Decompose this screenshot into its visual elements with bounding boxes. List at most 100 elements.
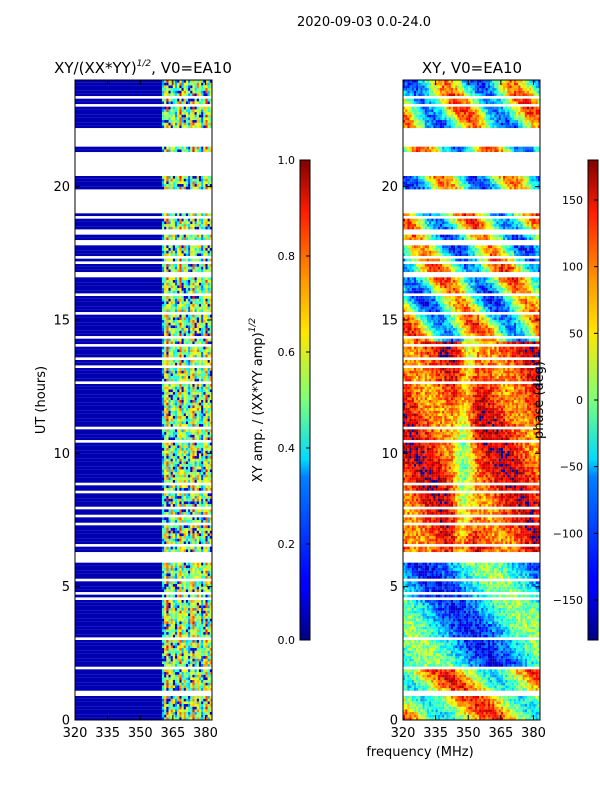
heatmap-cell xyxy=(179,648,182,651)
heatmap-cell xyxy=(177,106,180,110)
heatmap-cell xyxy=(166,346,169,350)
heatmap-cell xyxy=(172,386,176,390)
heatmap-cell xyxy=(446,706,449,710)
heatmap-cell xyxy=(522,698,525,702)
heatmap-cell xyxy=(168,389,171,393)
heatmap-cell xyxy=(175,573,178,577)
heatmap-cell xyxy=(196,472,199,475)
heatmap-cell xyxy=(198,581,202,585)
heatmap-cell xyxy=(209,512,213,515)
heatmap-cell xyxy=(168,378,171,382)
heatmap-cell xyxy=(188,701,191,705)
heatmap-cell xyxy=(170,509,173,513)
heatmap-cell xyxy=(164,349,167,353)
heatmap-cell xyxy=(196,453,199,457)
heatmap-cell xyxy=(442,696,445,699)
heatmap-cell xyxy=(420,712,423,715)
x-tick-label: 350 xyxy=(128,726,153,741)
heatmap-cell xyxy=(161,405,165,409)
heatmap-cell xyxy=(177,122,180,126)
heatmap-cell xyxy=(203,224,206,227)
heatmap-cell xyxy=(170,432,173,435)
heatmap-cell xyxy=(170,618,173,622)
heatmap-cell xyxy=(209,541,213,545)
heatmap-cell xyxy=(164,309,167,313)
heatmap-cell xyxy=(177,565,180,569)
heatmap-cell xyxy=(177,373,180,377)
heatmap-cell xyxy=(209,346,213,350)
heatmap-cell xyxy=(198,218,202,222)
heatmap-cell xyxy=(190,573,193,577)
heatmap-cell xyxy=(181,376,184,379)
heatmap-cell xyxy=(185,325,189,329)
heatmap-cell xyxy=(170,650,173,654)
heatmap-cell xyxy=(170,621,173,625)
heatmap-cell xyxy=(175,181,178,185)
heatmap-cell xyxy=(166,322,169,326)
heatmap-cell xyxy=(203,122,206,126)
heatmap-cell xyxy=(175,325,178,329)
heatmap-cell xyxy=(175,410,178,414)
heatmap-cell xyxy=(183,477,186,481)
heatmap-cell xyxy=(75,80,162,83)
heatmap-cell xyxy=(498,709,501,713)
heatmap-cell xyxy=(190,658,193,662)
heatmap-cell xyxy=(185,717,189,721)
heatmap-cell xyxy=(201,253,204,257)
heatmap-cell xyxy=(403,704,406,707)
heatmap-cell xyxy=(181,306,184,310)
heatmap-cell xyxy=(175,533,178,537)
heatmap-cell xyxy=(161,410,165,414)
heatmap-cell xyxy=(420,706,423,710)
heatmap-cell xyxy=(188,394,191,398)
heatmap-cell xyxy=(201,373,204,377)
heatmap-cell xyxy=(164,341,167,345)
heatmap-cell xyxy=(407,698,410,702)
heatmap-cell xyxy=(181,269,184,273)
heatmap-cell xyxy=(175,477,178,481)
heatmap-cell xyxy=(172,437,176,441)
heatmap-cell xyxy=(179,533,182,537)
heatmap-cell xyxy=(190,464,193,467)
heatmap-cell xyxy=(177,352,180,355)
heatmap-cell xyxy=(207,389,210,393)
heatmap-cell xyxy=(196,509,199,513)
heatmap-cell xyxy=(75,576,162,579)
heatmap-cell xyxy=(453,698,456,702)
heatmap-cell xyxy=(177,80,180,83)
heatmap-cell xyxy=(166,330,169,334)
heatmap-cell xyxy=(198,269,202,273)
heatmap-cell xyxy=(207,474,210,478)
heatmap-cell xyxy=(205,714,208,718)
heatmap-cell xyxy=(164,672,167,675)
heatmap-cell xyxy=(164,658,167,662)
heatmap-cell xyxy=(479,714,482,718)
heatmap-cell xyxy=(205,509,208,513)
heatmap-cell xyxy=(75,405,162,409)
heatmap-cell xyxy=(172,562,176,566)
heatmap-cell xyxy=(483,712,486,715)
heatmap-cell xyxy=(190,338,193,342)
heatmap-cell xyxy=(455,698,458,702)
heatmap-cell xyxy=(164,680,167,683)
heatmap-cell xyxy=(196,626,199,630)
heatmap-cell xyxy=(448,712,451,715)
heatmap-cell xyxy=(203,424,206,427)
heatmap-cell xyxy=(179,469,182,473)
heatmap-cell xyxy=(175,93,178,97)
heatmap-cell xyxy=(203,674,206,678)
heatmap-cell xyxy=(177,376,180,379)
heatmap-cell xyxy=(509,698,512,702)
heatmap-cell xyxy=(181,608,184,611)
heatmap-cell xyxy=(205,413,208,417)
heatmap-cell xyxy=(203,362,206,366)
heatmap-cell xyxy=(179,549,182,553)
heatmap-cell xyxy=(196,450,199,454)
heatmap-cell xyxy=(407,685,410,689)
heatmap-cell xyxy=(188,466,191,470)
heatmap-cell xyxy=(190,90,193,94)
heatmap-cell xyxy=(175,149,178,153)
heatmap-cell xyxy=(498,704,501,707)
heatmap-cell xyxy=(203,656,206,659)
